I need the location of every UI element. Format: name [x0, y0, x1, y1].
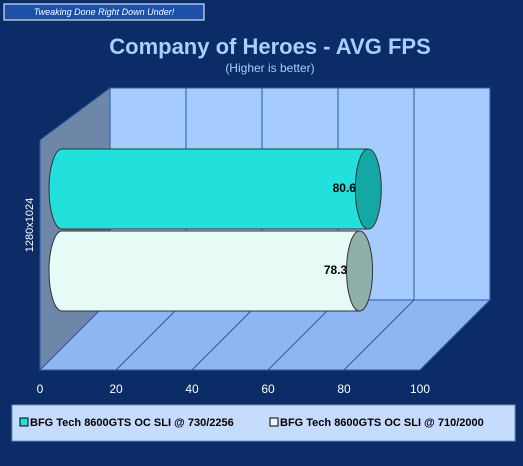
bar-cap: [354, 148, 382, 230]
x-tick-label: 20: [109, 382, 123, 396]
y-category-label: 1280x1024: [24, 198, 36, 252]
x-tick-label: 40: [185, 382, 199, 396]
value-label: 78.3: [324, 263, 348, 277]
bar: [62, 231, 360, 311]
bar-cap: [346, 230, 374, 312]
legend-swatch: [19, 417, 29, 427]
legend-swatch: [269, 417, 279, 427]
grid-line: [419, 299, 491, 371]
x-tick-label: 60: [261, 382, 275, 396]
chart-title: Company of Heroes - AVG FPS: [109, 34, 431, 59]
grid-line: [191, 299, 263, 371]
x-tick-label: 0: [37, 382, 44, 396]
grid-line: [115, 299, 187, 371]
legend-box: [11, 404, 516, 442]
bar: [62, 149, 369, 229]
grid-line: [343, 299, 415, 371]
chart-subtitle: (Higher is better): [225, 61, 314, 75]
x-tick-label: 100: [410, 382, 430, 396]
grid-line: [267, 299, 339, 371]
banner: Tweaking Done Right Down Under!: [34, 7, 175, 17]
legend-label: BFG Tech 8600GTS OC SLI @ 730/2256: [30, 417, 234, 429]
x-tick-label: 80: [337, 382, 351, 396]
value-label: 80.6: [333, 181, 357, 195]
banner-box: [3, 3, 205, 21]
legend-label: BFG Tech 8600GTS OC SLI @ 710/2000: [280, 417, 484, 429]
